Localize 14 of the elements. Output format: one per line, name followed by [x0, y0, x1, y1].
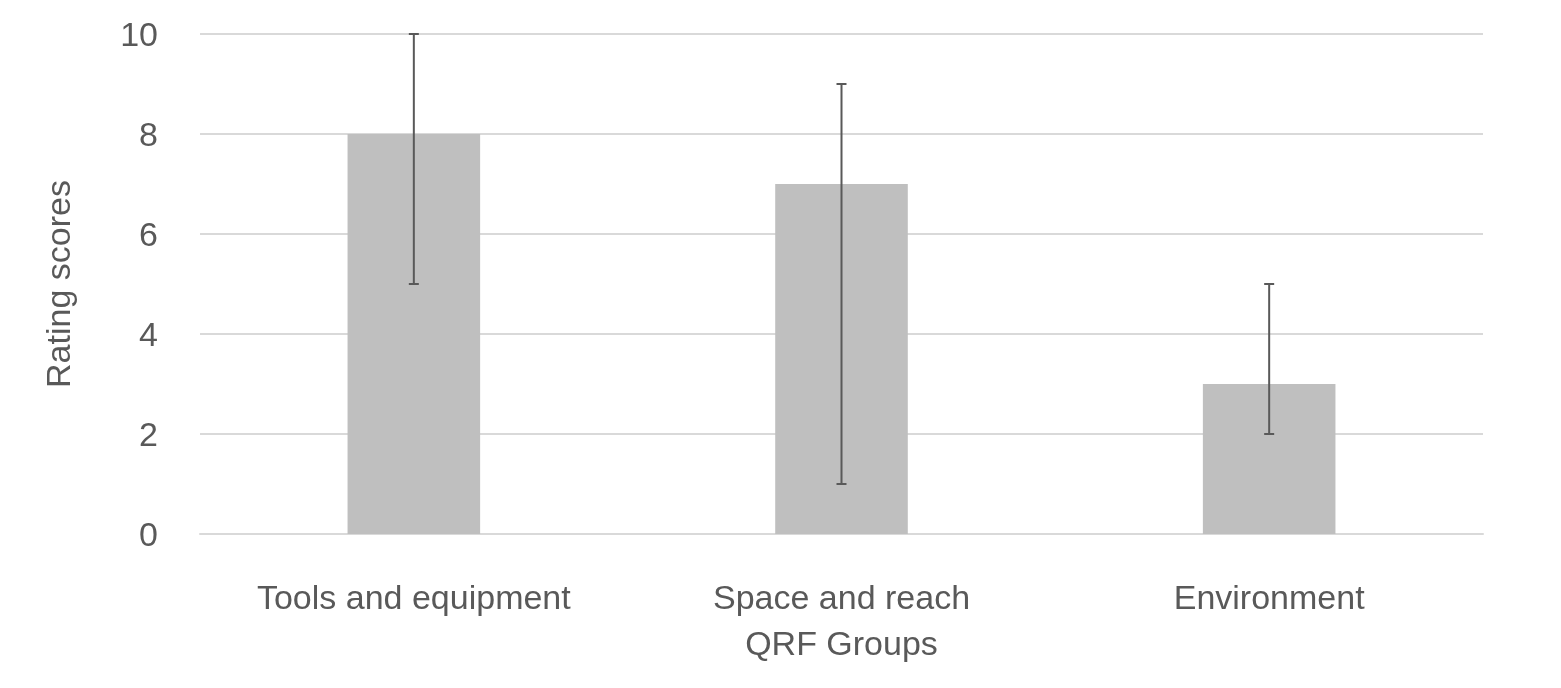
x-tick-label: Tools and equipment — [256, 578, 572, 616]
bar — [1202, 384, 1336, 534]
x-axis-title: QRF Groups — [745, 624, 938, 662]
y-tick-label: 2 — [139, 415, 158, 453]
y-tick-label: 6 — [139, 215, 158, 253]
x-tick-label: Space and reach — [712, 578, 971, 616]
y-tick-label: 10 — [120, 15, 158, 53]
bar — [347, 134, 481, 534]
y-tick-label: 8 — [139, 115, 158, 153]
y-axis-title: Rating scores — [39, 180, 77, 388]
bar — [775, 184, 908, 534]
y-tick-label: 4 — [139, 315, 158, 353]
y-tick-label: 0 — [139, 515, 158, 553]
x-tick-label: Environment — [1173, 578, 1366, 616]
